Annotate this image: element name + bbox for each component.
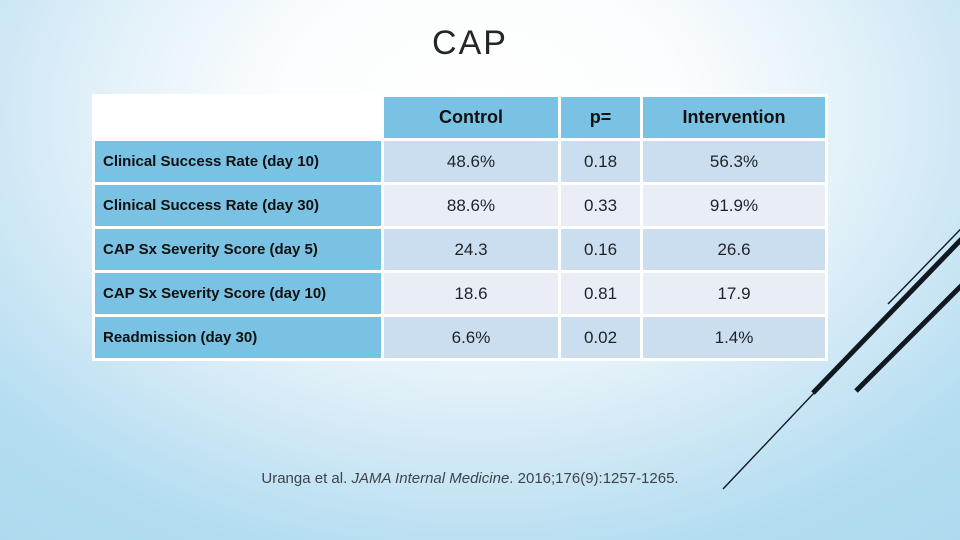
column-header-intervention: Intervention bbox=[643, 97, 825, 138]
diagonal-accent-line-thin-short bbox=[887, 228, 960, 305]
p-value: 0.16 bbox=[561, 229, 640, 270]
results-table: Control p= Intervention Clinical Success… bbox=[92, 94, 828, 361]
p-value: 0.18 bbox=[561, 141, 640, 182]
slide-title: CAP bbox=[432, 24, 508, 62]
table-row: CAP Sx Severity Score (day 10) 18.6 0.81… bbox=[95, 273, 825, 314]
table-header-row: Control p= Intervention bbox=[95, 97, 825, 138]
p-value: 0.81 bbox=[561, 273, 640, 314]
row-label: CAP Sx Severity Score (day 5) bbox=[95, 229, 381, 270]
table-row: Clinical Success Rate (day 30) 88.6% 0.3… bbox=[95, 185, 825, 226]
diagonal-accent-line-thick-1 bbox=[811, 237, 960, 395]
row-label: Readmission (day 30) bbox=[95, 317, 381, 358]
row-label: Clinical Success Rate (day 30) bbox=[95, 185, 381, 226]
intervention-value: 17.9 bbox=[643, 273, 825, 314]
column-header-control: Control bbox=[384, 97, 558, 138]
citation-details: . 2016;176(9):1257-1265. bbox=[509, 470, 679, 487]
p-value: 0.33 bbox=[561, 185, 640, 226]
citation: Uranga et al. JAMA Internal Medicine. 20… bbox=[0, 470, 940, 487]
intervention-value: 26.6 bbox=[643, 229, 825, 270]
control-value: 48.6% bbox=[384, 141, 558, 182]
control-value: 6.6% bbox=[384, 317, 558, 358]
control-value: 88.6% bbox=[384, 185, 558, 226]
citation-authors: Uranga et al. bbox=[261, 470, 352, 487]
row-label: CAP Sx Severity Score (day 10) bbox=[95, 273, 381, 314]
table-row: CAP Sx Severity Score (day 5) 24.3 0.16 … bbox=[95, 229, 825, 270]
p-value: 0.02 bbox=[561, 317, 640, 358]
intervention-value: 1.4% bbox=[643, 317, 825, 358]
citation-journal: JAMA Internal Medicine bbox=[351, 470, 510, 487]
intervention-value: 56.3% bbox=[643, 141, 825, 182]
diagonal-accent-line-thick-2 bbox=[854, 283, 960, 393]
row-label: Clinical Success Rate (day 10) bbox=[95, 141, 381, 182]
intervention-value: 91.9% bbox=[643, 185, 825, 226]
column-header-p: p= bbox=[561, 97, 640, 138]
table-row: Clinical Success Rate (day 10) 48.6% 0.1… bbox=[95, 141, 825, 182]
table-corner-cell bbox=[95, 97, 381, 138]
control-value: 18.6 bbox=[384, 273, 558, 314]
table-row: Readmission (day 30) 6.6% 0.02 1.4% bbox=[95, 317, 825, 358]
control-value: 24.3 bbox=[384, 229, 558, 270]
